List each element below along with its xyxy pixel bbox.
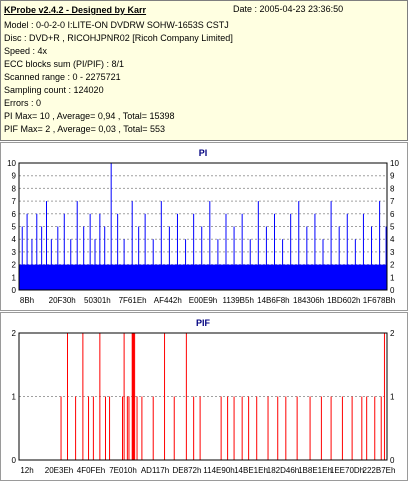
x-tick-label: 1F678Bh — [363, 296, 395, 305]
y-tick-label: 9 — [12, 172, 17, 181]
plot-frame — [18, 162, 388, 291]
x-tick-label: 4F0FEh — [77, 466, 105, 475]
y-tick-label: 1 — [12, 273, 17, 282]
model-line: Model : 0-0-2-0 I:LITE-ON DVDRW SOHW-165… — [4, 20, 229, 30]
chart-title: PI — [199, 148, 208, 158]
y-tick-label: 7 — [12, 197, 17, 206]
pi-chart-panel: PI 0 0 1 1 2 2 3 3 4 4 5 5 6 6 7 7 8 8 9 9 10 10 8Bh 20F30h 50301… — [0, 142, 408, 311]
y-tick-label: 0 — [12, 286, 17, 295]
y-tick-label: 0 — [12, 456, 17, 465]
disc-line: Disc : DVD+R , RICOHJPNR02 [Ricoh Compan… — [4, 33, 233, 43]
y-tick-label-right: 1 — [390, 273, 395, 282]
app-title: KProbe v2.4.2 - Designed by Karr — [4, 5, 147, 15]
y-tick-label: 4 — [12, 235, 17, 244]
chart-title: PIF — [196, 318, 211, 328]
y-tick-label-right: 7 — [390, 197, 395, 206]
info-panel: KProbe v2.4.2 - Designed by Karr Date : … — [0, 0, 408, 141]
y-tick-label: 2 — [12, 261, 17, 270]
x-tick-label: 222B7Eh — [363, 466, 396, 475]
y-tick-label-right: 1 — [390, 393, 395, 402]
plot-frame — [18, 332, 388, 461]
x-tick-label: 1EE70Dh — [330, 466, 364, 475]
x-tick-label: 20E3Eh — [45, 466, 73, 475]
y-tick-label-right: 0 — [390, 286, 395, 295]
x-tick-label: 20F30h — [49, 296, 76, 305]
pif-chart: PIF 0 0 1 1 2 2 12h 20E3Eh 4F0FEh 7E010h AD117h DE87… — [12, 318, 396, 475]
sampling-line: Sampling count : 124020 — [4, 85, 104, 95]
pif-summary-line: PIF Max= 2 , Average= 0,03 , Total= 553 — [4, 124, 166, 134]
x-tick-label: 182D46h — [267, 466, 299, 475]
x-tick-label: 8Bh — [20, 296, 34, 305]
x-tick-label: 184306h — [293, 296, 324, 305]
pif-chart-panel: PIF 0 0 1 1 2 2 12h 20E3Eh 4F0FEh 7E010h AD117h DE87… — [0, 312, 408, 481]
y-tick-label-right: 8 — [390, 184, 395, 193]
y-tick-label-right: 5 — [390, 223, 395, 232]
y-tick-label: 2 — [12, 329, 17, 338]
y-tick-label: 3 — [12, 248, 17, 257]
y-tick-label: 1 — [12, 393, 17, 402]
ecc-line: ECC blocks sum (PI/PIF) : 8/1 — [4, 59, 125, 69]
y-tick-label-right: 9 — [390, 172, 395, 181]
errors-line: Errors : 0 — [4, 98, 42, 108]
range-line: Scanned range : 0 - 2275721 — [4, 72, 121, 82]
y-tick-label-right: 2 — [390, 329, 395, 338]
y-tick-label-right: 10 — [390, 159, 399, 168]
x-tick-label: 1B8E1Eh — [298, 466, 332, 475]
x-tick-label: E00E9h — [189, 296, 217, 305]
y-tick-label: 6 — [12, 210, 17, 219]
y-tick-label: 5 — [12, 223, 17, 232]
y-tick-label: 8 — [12, 184, 17, 193]
y-tick-label-right: 4 — [390, 235, 395, 244]
y-tick-label: 10 — [7, 159, 16, 168]
y-tick-label-right: 0 — [390, 456, 395, 465]
x-tick-label: 14BE1Eh — [234, 466, 268, 475]
x-tick-label: 7E010h — [109, 466, 137, 475]
x-tick-label: 14B6F8h — [257, 296, 289, 305]
x-tick-label: 7F61Eh — [119, 296, 147, 305]
base-fill — [19, 264, 387, 290]
x-tick-label: 50301h — [84, 296, 111, 305]
pi-summary-line: PI Max= 10 , Average= 0,94 , Total= 1539… — [4, 111, 175, 121]
x-tick-label: AD117h — [141, 466, 169, 475]
x-tick-label: DE872h — [173, 466, 202, 475]
pi-chart: PI 0 0 1 1 2 2 3 3 4 4 5 5 6 6 7 7 8 8 9 9 10 10 8Bh 20F30h 50301… — [7, 148, 399, 305]
x-tick-label: 1139B5h — [222, 296, 253, 305]
x-tick-label: AF442h — [154, 296, 182, 305]
y-tick-label-right: 2 — [390, 261, 395, 270]
scan-date: Date : 2005-04-23 23:36:50 — [233, 4, 344, 14]
speed-line: Speed : 4x — [4, 46, 48, 56]
x-tick-label: 12h — [20, 466, 33, 475]
x-tick-label: 114E90h — [203, 466, 234, 475]
y-tick-label-right: 3 — [390, 248, 395, 257]
y-tick-label-right: 6 — [390, 210, 395, 219]
x-tick-label: 1BD602h — [327, 296, 360, 305]
